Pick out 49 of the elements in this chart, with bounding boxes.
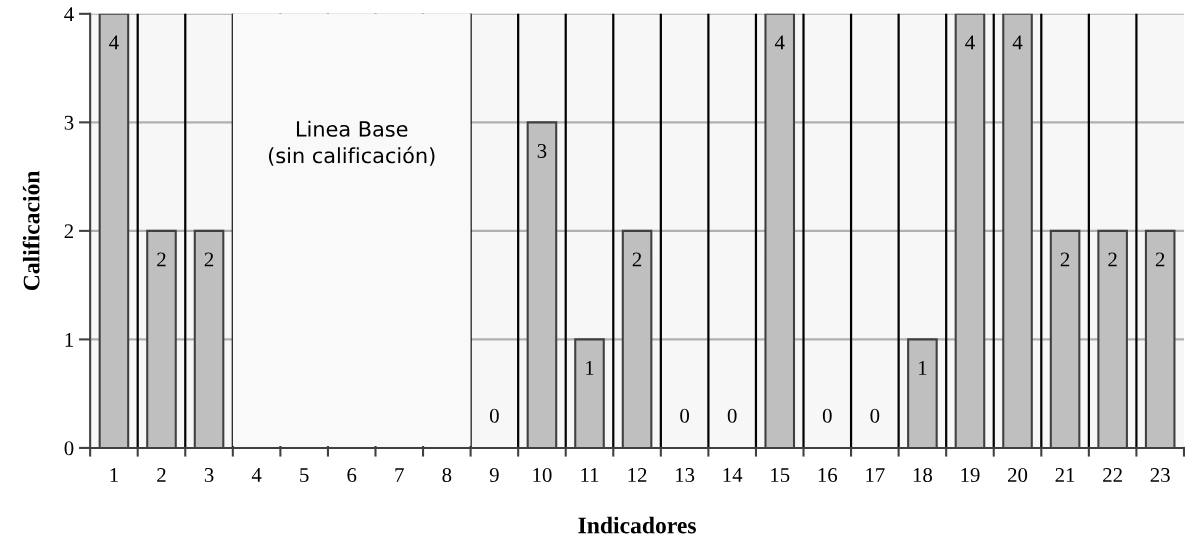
band-label: Linea Base (sin calificación) [268, 120, 435, 166]
x-tick-label: 21 [1055, 468, 1075, 482]
data-label: 2 [1108, 252, 1117, 267]
y-tick-label: 3 [64, 115, 74, 130]
x-tick-label: 1 [110, 468, 118, 482]
data-label: 2 [204, 252, 214, 267]
x-tick-label: 10 [533, 467, 552, 483]
x-tick-label: 6 [347, 468, 357, 483]
x-tick-label: 15 [771, 468, 790, 483]
data-label: 4 [1012, 35, 1023, 50]
data-label: 4 [109, 35, 119, 50]
x-tick-label: 4 [251, 468, 262, 482]
data-label: 0 [822, 408, 832, 423]
x-tick-label: 19 [961, 468, 980, 483]
data-label: 2 [1155, 252, 1165, 267]
y-tick-label: 1 [65, 332, 73, 347]
data-label: 0 [489, 408, 499, 423]
x-tick-label: 5 [300, 468, 309, 483]
data-label: 4 [965, 35, 975, 50]
x-tick-label: 8 [442, 467, 452, 483]
x-tick-label: 3 [204, 468, 214, 483]
y-axis-title: Calificación [22, 170, 40, 291]
data-label: 4 [774, 35, 785, 50]
y-tick-label: 2 [64, 224, 74, 239]
y-tick-label: 4 [64, 7, 74, 22]
x-tick-label: 14 [723, 468, 743, 482]
x-tick-label: 16 [818, 468, 838, 483]
x-tick-label: 22 [1103, 468, 1122, 482]
x-tick-label: 2 [157, 468, 166, 482]
x-axis-title: Indicadores [578, 516, 696, 534]
x-tick-label: 23 [1150, 468, 1170, 483]
data-label: 2 [1060, 252, 1070, 267]
data-label: 3 [537, 143, 547, 158]
x-tick-label: 12 [628, 468, 647, 482]
x-tick-label: 9 [489, 468, 499, 483]
y-tick-label: 0 [64, 441, 74, 456]
x-tick-label: 7 [395, 468, 404, 482]
x-tick-label: 11 [581, 468, 599, 482]
data-label: 2 [632, 252, 642, 267]
data-label: 1 [586, 361, 594, 375]
x-tick-label: 18 [913, 467, 933, 483]
data-label: 2 [157, 252, 166, 267]
x-tick-label: 13 [676, 468, 695, 483]
data-label: 1 [919, 361, 927, 375]
data-label: 0 [680, 408, 690, 423]
x-tick-label: 17 [866, 468, 885, 482]
data-label: 0 [727, 408, 737, 423]
data-label: 0 [870, 408, 880, 423]
x-tick-label: 20 [1008, 467, 1028, 483]
